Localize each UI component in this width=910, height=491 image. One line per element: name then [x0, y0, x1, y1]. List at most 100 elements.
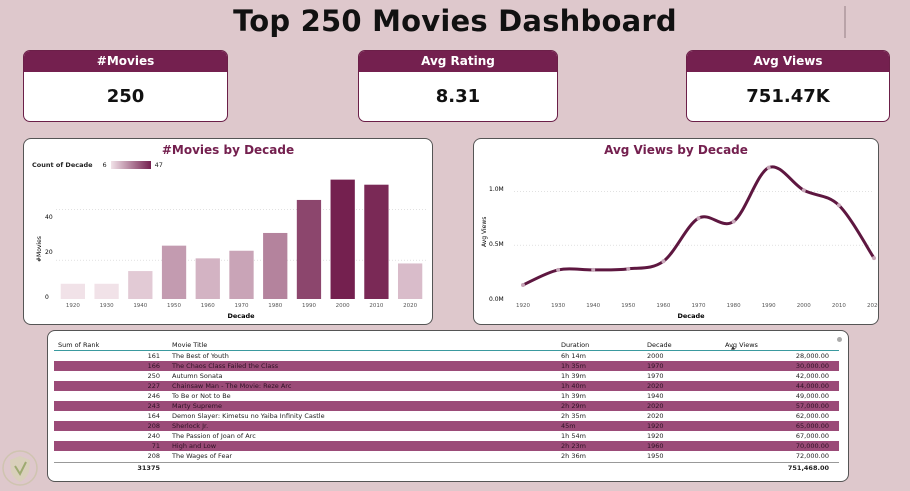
bar-1950[interactable]	[161, 245, 187, 299]
title-cell: The Best of Youth	[172, 352, 229, 360]
bar-2000[interactable]	[330, 179, 355, 299]
decade-cell: 2020	[647, 412, 664, 420]
sort-desc-icon[interactable]: ▲	[731, 345, 735, 351]
col-header-views[interactable]: Avg Views	[725, 340, 758, 349]
point-1960[interactable]	[661, 259, 666, 264]
divider	[844, 6, 846, 38]
chart-title: Avg Views by Decade	[604, 143, 748, 157]
bar-2010[interactable]	[364, 184, 389, 299]
title-cell: To Be or Not to Be	[172, 392, 231, 400]
rank-cell: 208	[147, 422, 160, 430]
x-tick-label: 1950	[621, 303, 635, 309]
point-1970[interactable]	[696, 216, 701, 221]
kpi-label: Avg Rating	[359, 51, 557, 72]
table-scroll-indicator[interactable]	[837, 337, 842, 342]
movies-table-panel[interactable]: ▲ Sum of Rank Movie Title Duration Decad…	[47, 330, 849, 482]
col-header-decade[interactable]: Decade	[647, 340, 672, 349]
y-tick-label: 40	[45, 214, 53, 221]
x-tick-label: 2000	[797, 303, 811, 309]
dashboard-title: Top 250 Movies Dashboard	[233, 4, 677, 38]
bar-2020[interactable]	[397, 263, 423, 299]
avg-views-line[interactable]	[522, 165, 876, 287]
table-header-row: Sum of Rank Movie Title Duration Decade …	[54, 339, 839, 351]
table-row[interactable]: 208 Sherlock Jr. 45m 1920 65,000.00	[54, 421, 839, 431]
bar-1930[interactable]	[94, 283, 119, 299]
decade-cell: 2020	[647, 382, 664, 390]
decade-cell: 1960	[647, 442, 664, 450]
title-cell: Demon Slayer: Kimetsu no Yaiba Infinity …	[172, 412, 325, 420]
kpi-value: 8.31	[435, 86, 481, 107]
avg-views-by-decade-panel[interactable]: Avg Views by Decade 1920 1930 1940 1950 1960…	[473, 138, 879, 325]
views-cell: 57,000.00	[795, 402, 829, 410]
table-row[interactable]: 246 To Be or Not to Be 1h 39m 1940 49,000.00	[54, 391, 839, 401]
movies-by-decade-panel[interactable]: #Movies by Decade Count of Decade 6 47 1…	[23, 138, 433, 325]
title-cell: The Chaos Class Failed the Class	[172, 362, 279, 370]
x-tick-label: 2010	[832, 303, 846, 309]
point-2010[interactable]	[836, 203, 841, 208]
decade-cell: 2000	[647, 352, 664, 360]
views-cell: 42,000.00	[795, 372, 829, 380]
table-row[interactable]: 227 Chainsaw Man - The Movie: Reze Arc 1h …	[54, 381, 839, 391]
col-header-rank[interactable]: Sum of Rank	[58, 340, 100, 349]
point-1940[interactable]	[591, 267, 596, 272]
table-total-row: 31375 751,468.00	[54, 462, 839, 473]
bar-1920[interactable]	[60, 283, 86, 299]
kpi-card-avg-rating: Avg Rating 8.31	[358, 50, 558, 122]
title-cell: Sherlock Jr.	[172, 422, 209, 430]
x-tick-label: 2020	[403, 303, 417, 309]
bar-1980[interactable]	[263, 232, 288, 299]
table-row[interactable]: 250 Autumn Sonata 1h 39m 1970 42,000.00	[54, 371, 839, 381]
duration-cell: 2h 29m	[561, 402, 586, 410]
views-cell: 67,000.00	[795, 432, 829, 440]
point-1990[interactable]	[766, 165, 771, 170]
point-1920[interactable]	[521, 283, 525, 287]
bar-1940[interactable]	[128, 271, 153, 299]
duration-cell: 45m	[561, 422, 576, 430]
x-tick-label: 1990	[302, 303, 316, 309]
decade-cell: 1920	[647, 422, 664, 430]
y-tick-label: 0.0M	[489, 296, 504, 303]
decade-cell: 1920	[647, 432, 664, 440]
bar-1960[interactable]	[195, 258, 220, 299]
x-tick-label: 1970	[692, 303, 706, 309]
point-1980[interactable]	[731, 219, 736, 224]
kpi-card-avg-views: Avg Views 751.47K	[686, 50, 890, 122]
x-tick-label: 1930	[100, 303, 114, 309]
duration-cell: 1h 40m	[561, 382, 586, 390]
table-row[interactable]: 240 The Passion of Joan of Arc 1h 54m 1920 6…	[54, 431, 839, 441]
point-1930[interactable]	[556, 267, 561, 272]
title-cell: Autumn Sonata	[172, 372, 223, 380]
table-row[interactable]: 166 The Chaos Class Failed the Class 1h 35…	[54, 361, 839, 371]
kpi-label: #Movies	[24, 51, 227, 72]
y-tick-label: 0	[45, 294, 49, 301]
x-tick-label: 1980	[268, 303, 282, 309]
point-2020[interactable]	[872, 256, 876, 261]
duration-cell: 2h 35m	[561, 412, 586, 420]
legend-label: Count of Decade	[32, 161, 93, 169]
x-tick-label: 2010	[369, 303, 383, 309]
table-row[interactable]: 164 Demon Slayer: Kimetsu no Yaiba Infini…	[54, 411, 839, 421]
legend-min: 6	[102, 161, 107, 169]
chart-title: #Movies by Decade	[161, 143, 295, 157]
col-header-duration[interactable]: Duration	[561, 340, 590, 349]
views-cell: 62,000.00	[795, 412, 829, 420]
point-2000[interactable]	[801, 188, 806, 193]
rank-cell: 243	[147, 402, 160, 410]
kpi-label: Avg Views	[687, 51, 889, 72]
x-tick-label: 1970	[235, 303, 249, 309]
col-header-title[interactable]: Movie Title	[172, 340, 208, 349]
decade-cell: 1970	[647, 372, 664, 380]
table-row[interactable]: 208 The Wages of Fear 2h 36m 1950 72,000.00	[54, 451, 839, 461]
bar-1970[interactable]	[229, 250, 254, 299]
duration-cell: 2h 23m	[561, 442, 586, 450]
title-cell: The Wages of Fear	[172, 452, 233, 460]
bar-1990[interactable]	[296, 199, 322, 299]
duration-cell: 1h 39m	[561, 392, 586, 400]
table-row[interactable]: 161 The Best of Youth 6h 14m 2000 28,000.00	[54, 351, 839, 361]
views-cell: 70,000.00	[795, 442, 829, 450]
decade-cell: 1970	[647, 362, 664, 370]
table-row[interactable]: 71 High and Low 2h 23m 1960 70,000.00	[54, 441, 839, 451]
y-tick-label: 1.0M	[489, 186, 504, 193]
table-row[interactable]: 243 Marty Supreme 2h 29m 2020 57,000.00	[54, 401, 839, 411]
point-1950[interactable]	[626, 266, 631, 271]
